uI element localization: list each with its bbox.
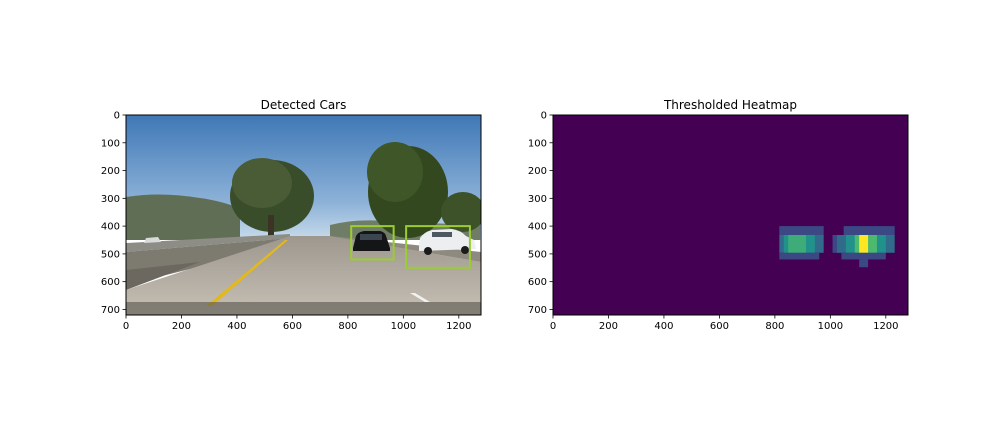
x-tick-label: 400 <box>654 321 673 332</box>
car-white-wheel-rear <box>461 246 469 254</box>
car-white-window <box>432 232 452 237</box>
x-tick-label: 400 <box>227 321 246 332</box>
axes-frame <box>125 114 482 316</box>
road-shadow <box>126 262 200 290</box>
tree-right-canopy <box>367 142 423 202</box>
x-axis: 0 200 400 600 800 1000 1200 <box>123 315 472 332</box>
y-tick-label: 0 <box>114 111 120 122</box>
x-tick-label: 600 <box>283 321 302 332</box>
hills <box>126 194 240 240</box>
heatmap-cell <box>859 259 869 268</box>
x-tick-label: 600 <box>710 321 729 332</box>
y-tick-label: 500 <box>528 249 547 260</box>
y-tick-label: 600 <box>528 277 547 288</box>
lane-white <box>410 293 430 302</box>
y-tick-label: 400 <box>528 222 547 233</box>
y-tick-label: 200 <box>101 166 120 177</box>
car-black-window <box>360 234 382 240</box>
heatmap-cell <box>859 235 869 253</box>
y-tick-label: 700 <box>101 305 120 316</box>
x-tick-label: 0 <box>550 321 556 332</box>
panel-heatmap: Thresholded Heatmap 0 200 400 600 800 1000 120… <box>528 98 909 332</box>
panel-title: Thresholded Heatmap <box>663 98 797 112</box>
x-tick-label: 200 <box>599 321 618 332</box>
detection-box <box>405 225 471 269</box>
y-tick-label: 200 <box>528 166 547 177</box>
x-axis: 0 200 400 600 800 1000 1200 <box>550 315 899 332</box>
panel-title: Detected Cars <box>261 98 347 112</box>
panel-detected-cars: Detected Cars <box>101 98 482 332</box>
x-tick-label: 1200 <box>446 321 471 332</box>
axes-frame <box>552 114 909 316</box>
guardrail <box>126 234 290 252</box>
heatmap-cells <box>779 226 895 268</box>
x-tick-label: 1000 <box>391 321 416 332</box>
y-axis: 0 100 200 300 400 500 600 700 <box>528 111 553 316</box>
heatmap-cell <box>841 252 886 260</box>
hood <box>126 302 481 315</box>
heatmap-background <box>553 115 908 315</box>
detection-boxes <box>350 225 471 269</box>
road <box>126 236 481 315</box>
y-tick-label: 0 <box>541 111 547 122</box>
car-white-wheel-front <box>424 247 432 255</box>
x-tick-label: 200 <box>172 321 191 332</box>
distant-car <box>144 237 161 243</box>
tree-left-canopy <box>232 158 292 208</box>
x-tick-label: 800 <box>765 321 784 332</box>
heatmap-cell <box>779 226 824 235</box>
heatmap-cell <box>843 226 895 235</box>
x-tick-label: 800 <box>338 321 357 332</box>
y-tick-label: 300 <box>528 194 547 205</box>
road-photo <box>126 115 481 315</box>
y-tick-label: 300 <box>101 194 120 205</box>
tree-left-trunk <box>268 215 274 237</box>
heatmap-cell <box>788 235 806 253</box>
y-tick-label: 700 <box>528 305 547 316</box>
y-tick-label: 100 <box>101 138 120 149</box>
y-axis: 0 100 200 300 400 500 600 700 <box>101 111 126 316</box>
y-tick-label: 500 <box>101 249 120 260</box>
heatmap-cell <box>779 252 820 260</box>
y-tick-label: 600 <box>101 277 120 288</box>
x-tick-label: 1000 <box>818 321 843 332</box>
lane-yellow <box>206 240 288 306</box>
tree-far-right <box>441 192 481 232</box>
y-tick-label: 400 <box>101 222 120 233</box>
x-tick-label: 0 <box>123 321 129 332</box>
detection-box <box>350 225 395 261</box>
y-tick-label: 100 <box>528 138 547 149</box>
x-tick-label: 1200 <box>873 321 898 332</box>
